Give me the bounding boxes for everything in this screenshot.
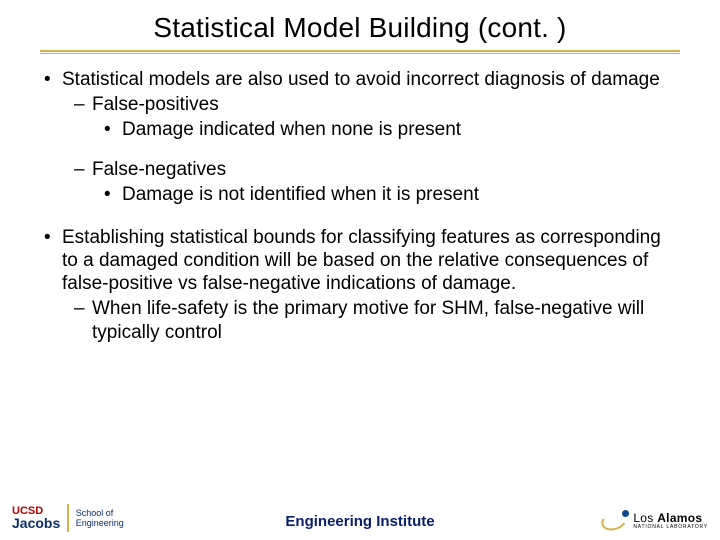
los-alamos-icon bbox=[601, 508, 629, 534]
bullet-level3: Damage indicated when none is present bbox=[40, 118, 680, 141]
bullet-level3: Damage is not identified when it is pres… bbox=[40, 183, 680, 206]
logo-los-alamos: Los Alamos NATIONAL LABORATORY bbox=[601, 508, 708, 534]
slide-footer: UCSD Jacobs School of Engineering Engine… bbox=[0, 492, 720, 540]
slide: Statistical Model Building (cont. ) Stat… bbox=[0, 0, 720, 540]
slide-title: Statistical Model Building (cont. ) bbox=[40, 12, 680, 44]
los-alamos-sub: NATIONAL LABORATORY bbox=[633, 525, 708, 530]
slide-body: Statistical models are also used to avoi… bbox=[0, 54, 720, 540]
bullet-level2: When life-safety is the primary motive f… bbox=[40, 297, 680, 343]
bullet-level1: Statistical models are also used to avoi… bbox=[40, 68, 680, 91]
bullet-level1: Establishing statistical bounds for clas… bbox=[40, 226, 680, 296]
bullet-level2: False-positives bbox=[40, 93, 680, 116]
title-area: Statistical Model Building (cont. ) bbox=[0, 0, 720, 54]
los-alamos-text: Los Alamos bbox=[633, 512, 708, 524]
bullet-level2: False-negatives bbox=[40, 158, 680, 181]
